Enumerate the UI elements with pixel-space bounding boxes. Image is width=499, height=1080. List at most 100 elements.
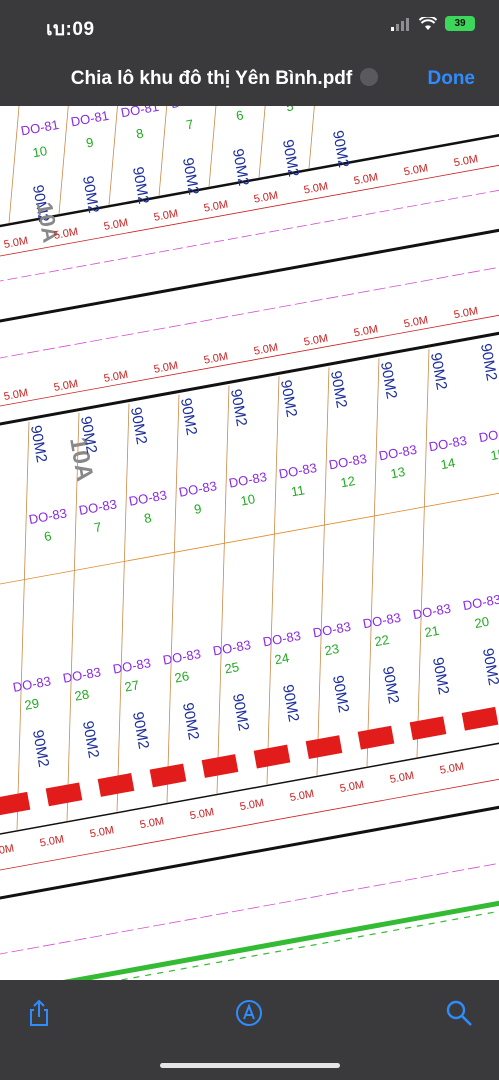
dimension-label: 5.0M (239, 797, 265, 813)
lot-code: DO-83 (128, 487, 168, 509)
lot-boundary (416, 349, 430, 758)
lot-area: 90M2 (177, 397, 200, 437)
lot-area: 90M2 (79, 175, 102, 215)
lot-boundary (166, 394, 180, 803)
road-edge-line (0, 805, 499, 900)
lot-boundary (116, 403, 130, 812)
road-center-line (0, 266, 499, 359)
red-marker (0, 791, 31, 816)
green-strip-line (63, 900, 499, 980)
lot-area: 90M2 (29, 729, 52, 769)
lot-number: 26 (173, 668, 190, 685)
document-title-text: Chia lô khu đô thị Yên Bình.pdf (70, 68, 353, 89)
road-edge-line (0, 228, 499, 323)
dimension-label: 5.0M (139, 815, 165, 831)
chevron-down-icon[interactable] (360, 67, 379, 86)
boundary-line (0, 134, 499, 228)
lot-number: 12 (339, 473, 356, 490)
lot-number: 8 (143, 510, 153, 526)
dimension-label: 5.0M (403, 314, 429, 330)
lot-boundary (216, 385, 230, 794)
lot-code: DO-83 (312, 619, 352, 641)
lot-area: 90M2 (279, 138, 302, 178)
document-title[interactable]: Chia lô khu đô thị Yên Bình.pdf (0, 67, 499, 90)
dimension-label: 5.0M (339, 779, 365, 795)
lot-area: 90M2 (329, 129, 352, 169)
lot-boundary (308, 106, 315, 169)
dimension-label: 5.0M (3, 387, 29, 403)
wifi-icon (419, 16, 437, 30)
red-marker (305, 735, 343, 760)
dimension-label: 5.0M (253, 189, 279, 205)
markup-icon[interactable] (234, 998, 264, 1028)
red-marker (357, 725, 395, 750)
red-marker (461, 706, 499, 731)
lot-number: 6 (235, 107, 245, 123)
lot-code: DO-83 (378, 442, 418, 464)
lot-boundary (66, 412, 80, 821)
lot-code: DO-83 (78, 496, 118, 518)
lot-number: 11 (290, 482, 306, 499)
red-marker (253, 744, 291, 769)
lot-code: DO-83 (212, 637, 252, 659)
lot-number: 8 (135, 125, 145, 141)
lot-number: 15 (489, 446, 499, 463)
lot-area: 90M2 (479, 647, 499, 687)
road-line (0, 189, 499, 282)
lot-code: DO-83 (278, 460, 318, 482)
dimension-label: 5.0M (0, 842, 15, 858)
lot-boundary (266, 376, 280, 785)
search-icon[interactable] (444, 998, 474, 1028)
lot-number: 10 (239, 491, 256, 508)
home-indicator (160, 1063, 340, 1068)
dimension-label: 5.0M (403, 162, 429, 178)
red-marker (97, 773, 135, 797)
lot-area: 90M2 (329, 674, 352, 714)
done-button[interactable]: Done (427, 68, 476, 89)
dimension-label: 5.0M (303, 180, 329, 196)
red-marker (409, 716, 447, 741)
lot-area: 90M2 (29, 184, 52, 224)
dimension-label: 5.0M (253, 341, 279, 357)
dimension-label: 5.0M (353, 171, 379, 187)
lot-number: 29 (23, 695, 40, 712)
status-bar: เบ:09 39 (0, 0, 499, 52)
dimension-line (0, 314, 499, 407)
lot-code: DO-83 (462, 592, 499, 614)
pdf-viewer[interactable]: DO-81 10 90M2 DO-81 9 90M2 DO-81 8 90M2 DO-81 7 90M… (0, 106, 499, 980)
dimension-label: 5.0M (53, 378, 79, 394)
lot-number: 7 (93, 519, 103, 535)
lot-area: 90M2 (379, 665, 402, 705)
nav-bar: Chia lô khu đô thị Yên Bình.pdf Done (0, 52, 499, 106)
dimension-line (0, 164, 499, 257)
lot-area: 90M2 (377, 360, 400, 400)
dimension-line (0, 778, 499, 871)
lot-number: 13 (389, 464, 406, 481)
lot-code: DO-81 (120, 106, 160, 120)
lot-number: 6 (43, 528, 53, 544)
battery-icon: 39 (445, 16, 475, 31)
share-icon[interactable] (24, 998, 54, 1028)
lot-number: 23 (323, 641, 340, 658)
lot-boundary (8, 106, 20, 224)
lot-number: 21 (423, 623, 440, 640)
lot-split-line (0, 492, 499, 585)
dimension-label: 5.0M (103, 217, 129, 233)
lot-area: 90M2 (129, 166, 152, 206)
dimension-label: 5.0M (3, 235, 29, 251)
lot-number: 9 (85, 135, 95, 151)
dimension-label: 5.0M (289, 788, 315, 804)
dimension-label: 5.0M (153, 360, 179, 376)
lot-code: DO-83 (12, 673, 52, 695)
dimension-label: 5.0M (439, 761, 465, 777)
dimension-label: 5.0M (453, 153, 479, 169)
red-marker (45, 782, 83, 807)
dimension-label: 5.0M (203, 351, 229, 367)
lot-code: DO-83 (62, 664, 102, 686)
dimension-label: 5.0M (453, 305, 479, 321)
lot-code: DO-83 (228, 469, 268, 491)
dimension-label: 5.0M (389, 770, 415, 786)
lot-number: 14 (439, 455, 456, 472)
lot-code: DO-83 (112, 655, 152, 677)
lot-area: 90M2 (477, 342, 499, 382)
